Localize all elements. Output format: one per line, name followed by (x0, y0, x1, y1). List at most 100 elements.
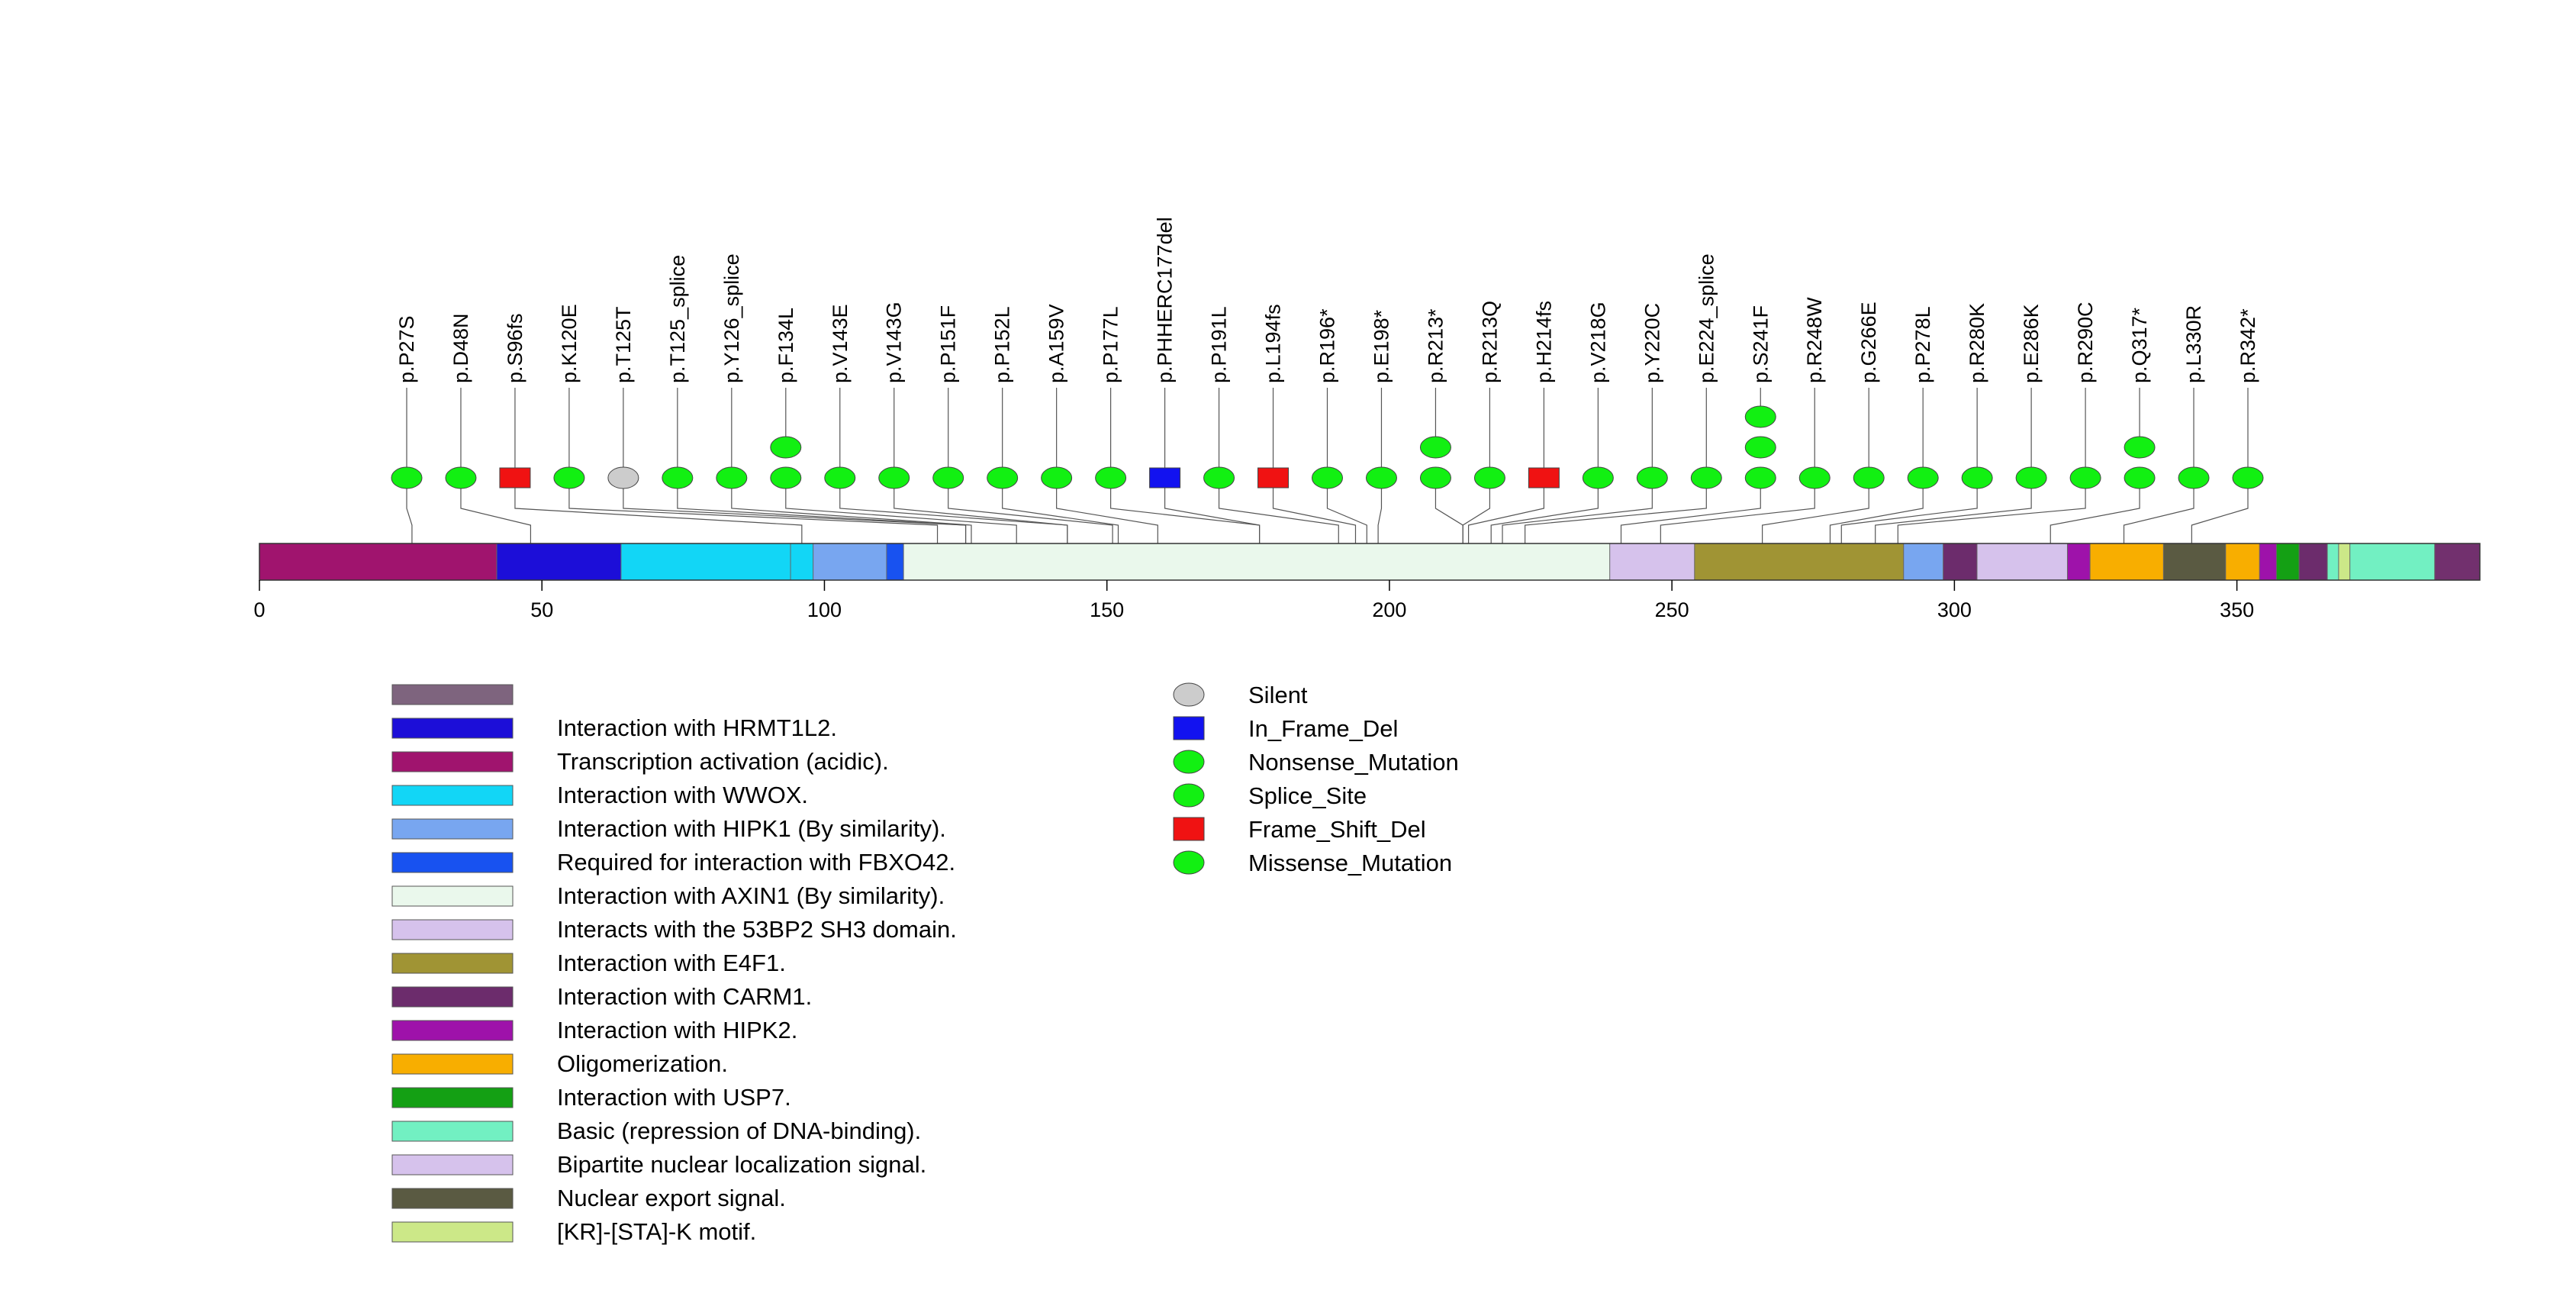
mutation-label: p.P27S (395, 315, 418, 383)
domain-segment (2434, 543, 2481, 581)
mutation-connector (785, 478, 1017, 543)
mutation-connector (1762, 478, 1869, 543)
nonsense-marker (1419, 436, 1451, 459)
mutation-label: p.V143G (883, 302, 906, 383)
frameshift-marker (1528, 467, 1560, 489)
frameshift-marker (1257, 467, 1290, 489)
mutation-connector (1377, 478, 1383, 543)
mutation-labels: p.P27S p.D48N p.S96fs p.K120E p.T125T p.T125_… (395, 217, 2259, 383)
mutation-label: p.F134L (774, 308, 797, 383)
legend-mutation-swatch (1173, 682, 1205, 707)
mutation-label: p.H214fs (1532, 301, 1555, 383)
nonsense-marker (2124, 436, 2156, 459)
legend-domain-label: Nuclear export signal. (557, 1185, 786, 1211)
legend-domain-swatch (391, 953, 514, 974)
mutation-label: p.R290C (2074, 302, 2097, 383)
missense-marker (2178, 466, 2210, 489)
legend-domain-swatch (391, 1221, 514, 1243)
legend-domain-swatch (391, 852, 514, 873)
domain-segment (620, 543, 797, 581)
mutation-connector (2191, 478, 2249, 543)
axis-tick-label: 50 (530, 598, 553, 621)
mutation-connector (1502, 478, 1653, 543)
axis-tick-label: 350 (2220, 598, 2254, 621)
mutation-label: p.S241F (1749, 305, 1772, 383)
missense-marker (1907, 466, 1939, 489)
legend-mutation-swatch (1173, 750, 1205, 774)
legend-mutation-swatch (1173, 817, 1205, 841)
mutation-label: p.R213* (1424, 308, 1447, 383)
mutation-connector (406, 478, 413, 543)
mutation-connector (1875, 478, 2032, 543)
mutation-label: p.D48N (449, 313, 472, 383)
legend-domain-swatch (391, 1154, 514, 1176)
legend-mutation-label: Nonsense_Mutation (1248, 749, 1459, 776)
mutation-connector (1272, 478, 1357, 543)
frameshift-marker (499, 467, 531, 489)
mutation-label: p.E198* (1370, 309, 1393, 383)
domain-segment (2089, 543, 2170, 581)
mutation-label: p.P177L (1100, 306, 1122, 383)
legend-domain-swatch (391, 818, 514, 840)
domain-segment (1976, 543, 2074, 581)
mutation-connector (1218, 478, 1339, 543)
nonsense-marker (1365, 466, 1397, 489)
mutation-connector (1897, 478, 2086, 543)
mutation-label: p.V143E (829, 304, 852, 383)
mutation-label: p.R342* (2236, 308, 2259, 383)
legend-domain-label: Interaction with WWOX. (557, 782, 808, 808)
mutation-label: p.Y126_splice (720, 253, 743, 383)
mutation-label: p.A159V (1045, 304, 1068, 383)
mutation-connector (1829, 478, 1924, 543)
silent-marker (607, 466, 639, 489)
legend-mutation-label: Missense_Mutation (1248, 850, 1452, 876)
missense-marker (1636, 466, 1668, 489)
splice-marker (662, 466, 694, 489)
mutation-connector (731, 478, 972, 543)
mutation-connector (1525, 478, 1707, 543)
legend-mutation-label: Splice_Site (1248, 782, 1367, 809)
connector-lines (406, 388, 2249, 543)
mutation-label: p.T125T (612, 306, 635, 383)
legend-domain-label: Interaction with HIPK1 (By similarity). (557, 815, 946, 842)
mutation-label: p.V218G (1586, 302, 1609, 383)
mutation-label: p.R196* (1316, 308, 1339, 383)
legend-domain-label: Basic (repression of DNA-binding). (557, 1117, 921, 1144)
mutation-label: p.K120E (558, 304, 581, 383)
legend-domain-label: Interaction with USP7. (557, 1084, 791, 1111)
missense-marker (1798, 466, 1831, 489)
domain-segment (2162, 543, 2232, 581)
missense-marker (553, 466, 585, 489)
legend-domain-swatch (391, 1087, 514, 1108)
mutation-connector (1490, 478, 1599, 543)
mutation-label: p.PHHERC177del (1154, 217, 1177, 383)
mutation-markers (391, 405, 2264, 489)
mutation-label: p.P151F (937, 305, 960, 383)
mutation-connector (1056, 478, 1158, 543)
legend-domain-swatch (391, 1053, 514, 1075)
mutation-connector (568, 478, 939, 543)
missense-marker (1853, 466, 1885, 489)
legend-domain-swatch (391, 785, 514, 806)
legend-domain-label: Interaction with AXIN1 (By similarity). (557, 882, 945, 909)
domain-segment (2349, 543, 2441, 581)
mutation-label: p.L194fs (1262, 304, 1285, 383)
mutation-connector (1660, 478, 1815, 543)
missense-marker (770, 436, 802, 459)
legend-mutation-label: Silent (1248, 682, 1308, 708)
nonsense-marker (1312, 466, 1343, 489)
legend-domain-swatch (391, 1020, 514, 1041)
mutation-label: p.L330R (2182, 305, 2205, 383)
legend-domain-swatch (391, 684, 514, 705)
legend-domain-label: Transcription activation (acidic). (557, 748, 889, 775)
missense-marker (878, 466, 910, 489)
domain-segment (1609, 543, 1701, 581)
domain-segment (1694, 543, 1910, 581)
axis-tick-label: 150 (1090, 598, 1124, 621)
mutation-label: p.P191L (1208, 306, 1231, 383)
missense-marker (1961, 466, 1993, 489)
axis-tick-label: 200 (1372, 598, 1406, 621)
mutation-label: p.S96fs (504, 313, 526, 383)
domain-legend: Interaction with HRMT1L2. Transcription a… (391, 684, 957, 1245)
domain-segment (259, 543, 503, 581)
